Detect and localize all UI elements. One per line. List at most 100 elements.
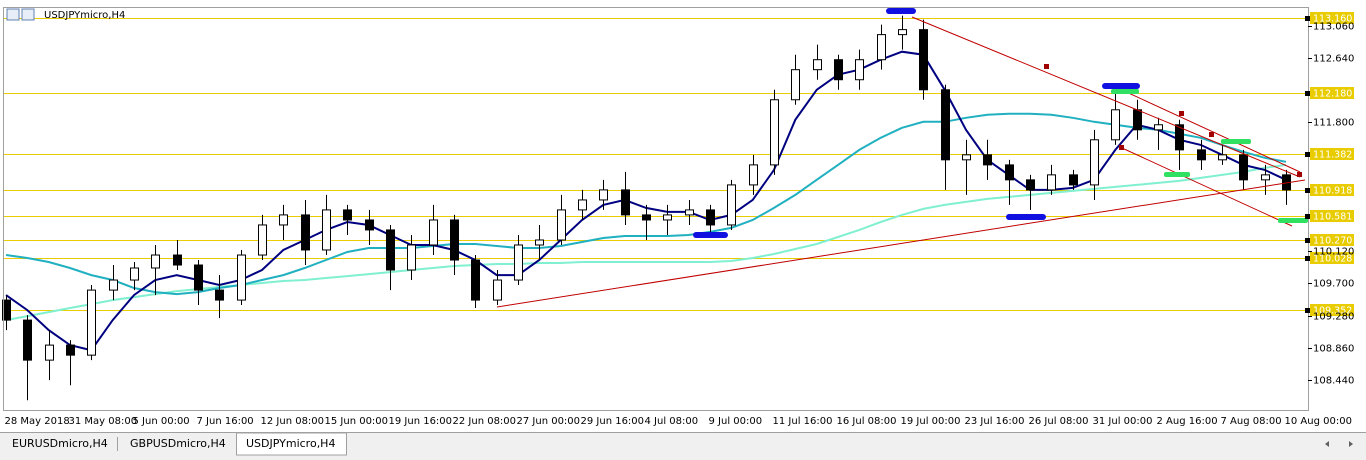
anchor-point [1179, 111, 1184, 116]
swing-marker [1111, 89, 1139, 94]
x-tick-label: 9 Jul 00:00 [709, 416, 763, 427]
candle-body [770, 99, 779, 166]
tab[interactable] [120, 435, 234, 454]
trendline [496, 179, 1306, 308]
window-icon [6, 8, 20, 21]
x-tick-label: 4 Jul 08:00 [645, 416, 699, 427]
plot-frame [3, 7, 1309, 411]
tab[interactable] [2, 435, 118, 454]
candle-body [407, 244, 416, 271]
candle-body [1005, 164, 1014, 181]
scroll-right[interactable] [1349, 441, 1353, 447]
candle-body [429, 219, 438, 246]
candle-body [130, 267, 139, 281]
candle-body [898, 29, 907, 36]
x-tick-label: 5 Jun 00:00 [133, 416, 190, 427]
candle-body [855, 59, 864, 81]
level-marker [1305, 188, 1310, 193]
tab-label[interactable]: USDJPYmicro,H4 [246, 437, 335, 450]
swing-marker [693, 232, 728, 238]
swing-marker [1164, 172, 1190, 177]
drawing-objects [496, 8, 1308, 308]
chart-title: USDJPYmicro,H4 [44, 10, 125, 21]
trendline [911, 16, 1301, 178]
candle-body [1239, 154, 1248, 181]
candle-body [514, 244, 523, 281]
candle-body [941, 89, 950, 161]
swing-marker [1006, 214, 1046, 220]
level-label: 110.918 [1313, 186, 1352, 197]
level-label: 110.028 [1313, 254, 1352, 265]
candle-body [599, 189, 608, 201]
scroll-left[interactable] [1325, 441, 1329, 447]
candle-body [877, 34, 886, 61]
y-tick-label: 108.440 [1313, 376, 1354, 387]
axes: 113.160 112.180 111.382 110.918 110.581 110.2… [5, 12, 1354, 427]
candle-body [557, 209, 566, 241]
candle-body [386, 229, 395, 271]
candle-body [1154, 124, 1163, 131]
candle-body [642, 214, 651, 221]
candle-body [471, 259, 480, 301]
window-icon [21, 8, 35, 21]
candle-body [2, 299, 11, 321]
x-tick-label: 31 Jul 00:00 [1093, 416, 1153, 427]
level-marker [1305, 256, 1310, 261]
x-tick-label: 31 May 08:00 [69, 416, 138, 427]
swing-marker [886, 8, 916, 14]
level-label-box [1310, 210, 1354, 222]
y-tick-label: 110.120 [1313, 247, 1354, 258]
candle-body [663, 214, 672, 221]
level-marker [1305, 91, 1310, 96]
x-tick-label: 10 Aug 00:00 [1285, 416, 1352, 427]
candle-body [493, 279, 502, 301]
candle-body [1218, 154, 1227, 161]
candle-body [535, 239, 544, 246]
x-tick-label: 7 Jun 16:00 [197, 416, 254, 427]
tab-active[interactable] [236, 432, 347, 456]
y-tick-label: 108.860 [1313, 344, 1354, 355]
candle-body [983, 154, 992, 166]
level-label-box [1310, 304, 1354, 316]
x-tick-label: 26 Jul 08:00 [1029, 416, 1089, 427]
x-tick-label: 29 Jun 16:00 [581, 416, 645, 427]
level-label: 109.352 [1313, 306, 1352, 317]
candle-body [813, 59, 822, 71]
candle-body [1175, 124, 1184, 151]
y-tick-label: 111.800 [1313, 118, 1354, 129]
x-tick-label: 19 Jun 16:00 [389, 416, 453, 427]
candle-body [173, 254, 182, 266]
candle-body [1133, 109, 1142, 131]
candle-body [1197, 149, 1206, 161]
level-label-box [1310, 12, 1354, 24]
candle-body [109, 279, 118, 291]
candle-body [215, 289, 224, 301]
tab-label[interactable]: GBPUSDmicro,H4 [130, 437, 226, 450]
trendline [1121, 147, 1293, 227]
tabs: EURUSDmicro,H4 GBPUSDmicro,H4 USDJPYmicro,… [2, 432, 347, 456]
swing-marker [1221, 139, 1251, 144]
candle-body [279, 214, 288, 226]
candle-body [621, 189, 630, 216]
candle-body [962, 154, 971, 161]
tab-label[interactable]: EURUSDmicro,H4 [12, 437, 108, 450]
candle-body [1069, 174, 1078, 186]
x-tick-label: 16 Jul 08:00 [837, 416, 897, 427]
candle-body [45, 344, 54, 361]
anchor-point [1209, 132, 1214, 137]
candle-body [1026, 179, 1035, 191]
candle-body [151, 254, 160, 269]
plot [2, 15, 1308, 401]
candle-body [87, 289, 96, 356]
y-tick-label: 109.700 [1313, 279, 1354, 290]
level-label-box [1310, 184, 1354, 196]
level-label: 112.180 [1313, 89, 1352, 100]
level-marker [1305, 214, 1310, 219]
level-label-box [1310, 252, 1354, 264]
candle-body [365, 219, 374, 231]
candle-body [749, 164, 758, 186]
y-tick-label: 112.640 [1313, 54, 1354, 65]
level-marker [1305, 308, 1310, 313]
candle-body [450, 219, 459, 261]
